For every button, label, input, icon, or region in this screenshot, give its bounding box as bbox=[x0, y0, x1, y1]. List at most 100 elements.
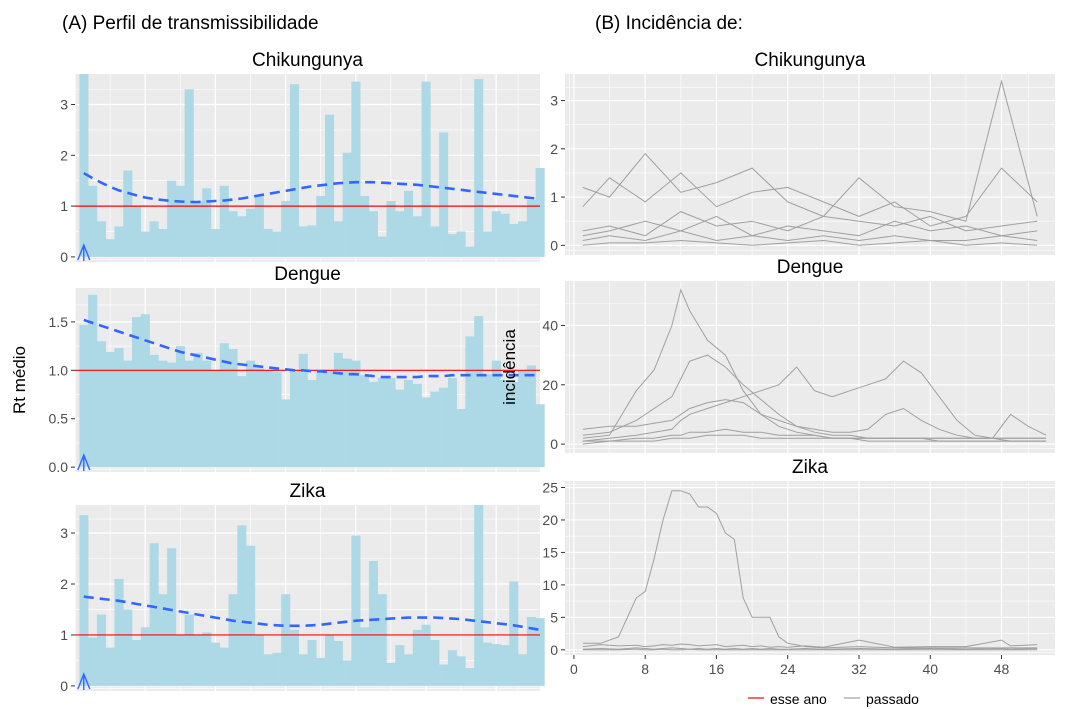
panel-title: Zika bbox=[290, 481, 326, 502]
rt-bar bbox=[193, 201, 203, 257]
y-tick-label: 10 bbox=[542, 577, 558, 593]
y-tick-label: 3 bbox=[60, 525, 68, 541]
rt-bar bbox=[526, 365, 536, 468]
rt-bar bbox=[263, 228, 273, 257]
y-tick-label: 2 bbox=[60, 147, 68, 163]
y-tick-label: 25 bbox=[542, 479, 558, 495]
rt-bar bbox=[535, 618, 545, 686]
rt-bar bbox=[412, 216, 422, 257]
rt-bar bbox=[219, 647, 229, 686]
rt-bar bbox=[246, 360, 256, 468]
rt-bar bbox=[298, 226, 308, 257]
rt-bar bbox=[509, 381, 519, 468]
rt-bar bbox=[482, 642, 493, 686]
rt-bar bbox=[456, 409, 466, 468]
past-year-line bbox=[582, 230, 1038, 242]
y-tick-label: 0 bbox=[60, 678, 68, 694]
panel-background bbox=[565, 74, 1055, 255]
rt-bar bbox=[535, 168, 545, 257]
rt-bar bbox=[289, 629, 300, 686]
rt-bar bbox=[404, 380, 414, 468]
rt-bar bbox=[149, 221, 159, 257]
rt-bar bbox=[79, 74, 89, 257]
rt-bar bbox=[386, 662, 396, 686]
past-year-line bbox=[582, 399, 1047, 439]
legend-label-past: passado bbox=[866, 691, 919, 707]
rt-bar bbox=[184, 614, 194, 686]
current-week-arrowhead bbox=[77, 453, 91, 471]
rt-bar bbox=[447, 650, 457, 686]
rt-bar bbox=[219, 185, 229, 257]
past-year-line bbox=[582, 428, 1047, 442]
rt-bar bbox=[246, 545, 256, 686]
rt-bar bbox=[465, 246, 475, 257]
rt-bar bbox=[395, 211, 405, 257]
rt-bar bbox=[263, 370, 273, 468]
panel-title: Dengue bbox=[777, 257, 844, 278]
past-year-line bbox=[582, 647, 1038, 650]
panel-a-dengue: 0.0 0.5 1.0 1.5 Dengue Rt médio bbox=[10, 264, 545, 475]
rt-bar bbox=[325, 114, 335, 257]
legend-label-this-year: esse ano bbox=[770, 691, 827, 707]
x-tick-label: 0 bbox=[570, 661, 578, 677]
rt-bar bbox=[509, 223, 519, 257]
y-tick-label: 2 bbox=[60, 576, 68, 592]
rt-bar bbox=[500, 380, 510, 468]
y-tick-label: 2 bbox=[550, 141, 558, 157]
rt-bar bbox=[526, 617, 536, 686]
rt-bar bbox=[500, 213, 510, 257]
y-tick-label: 5 bbox=[550, 609, 558, 625]
rt-bar bbox=[421, 624, 431, 686]
rt-bar bbox=[210, 370, 221, 468]
rt-bar bbox=[421, 81, 431, 257]
rt-bar bbox=[167, 548, 177, 686]
rt-bar bbox=[123, 609, 133, 686]
rt-bar bbox=[342, 152, 352, 257]
rt-bar bbox=[254, 195, 264, 257]
rt-bar bbox=[158, 594, 168, 686]
rt-bar bbox=[272, 231, 282, 257]
rt-bar bbox=[333, 641, 343, 686]
x-tick-label: 16 bbox=[709, 661, 725, 677]
x-tick-label: 48 bbox=[994, 661, 1010, 677]
rt-bar bbox=[518, 654, 528, 686]
rt-bar bbox=[368, 381, 378, 468]
x-tick-label: 32 bbox=[851, 661, 867, 677]
rt-bar bbox=[535, 404, 545, 468]
rt-bar bbox=[482, 231, 493, 257]
y-tick-label: 1 bbox=[60, 198, 68, 214]
rt-bar bbox=[202, 632, 212, 686]
rt-bar bbox=[202, 188, 212, 257]
rt-bar bbox=[316, 195, 326, 257]
y-tick-label: 0.0 bbox=[49, 459, 69, 475]
rt-bar bbox=[193, 634, 203, 686]
past-year-line bbox=[582, 490, 1038, 649]
rt-bar bbox=[395, 389, 405, 468]
panel-title: Chikungunya bbox=[252, 50, 363, 71]
rt-bar bbox=[307, 225, 317, 257]
rt-bar bbox=[368, 561, 378, 686]
rt-bar bbox=[281, 594, 291, 686]
rt-bar bbox=[298, 353, 308, 468]
rt-bar bbox=[272, 652, 282, 686]
rt-bar bbox=[430, 640, 440, 686]
rt-bar bbox=[281, 399, 291, 468]
rt-bar bbox=[246, 208, 256, 257]
panel-a-zika: 0 1 2 3 Zika bbox=[60, 481, 545, 694]
rt-bar bbox=[158, 360, 168, 468]
rt-bar bbox=[289, 84, 300, 257]
rt-bar bbox=[404, 654, 414, 686]
y-tick-label: 0 bbox=[550, 237, 558, 253]
y-tick-label: 20 bbox=[542, 512, 558, 528]
rt-bar bbox=[342, 660, 352, 686]
rt-bar bbox=[509, 581, 519, 686]
panel-b-title: (B) Incidência de: bbox=[595, 13, 743, 34]
rt-bar bbox=[88, 185, 98, 257]
panel-b-zika: 0 5 10 15 20 25 0 8 16 24 32 40 48 Zika bbox=[542, 457, 1055, 677]
rt-bar bbox=[219, 343, 229, 468]
y-axis-label: incidência bbox=[500, 329, 519, 405]
rt-bar bbox=[237, 525, 247, 686]
rt-bar bbox=[482, 374, 493, 468]
rt-bar bbox=[325, 370, 335, 468]
